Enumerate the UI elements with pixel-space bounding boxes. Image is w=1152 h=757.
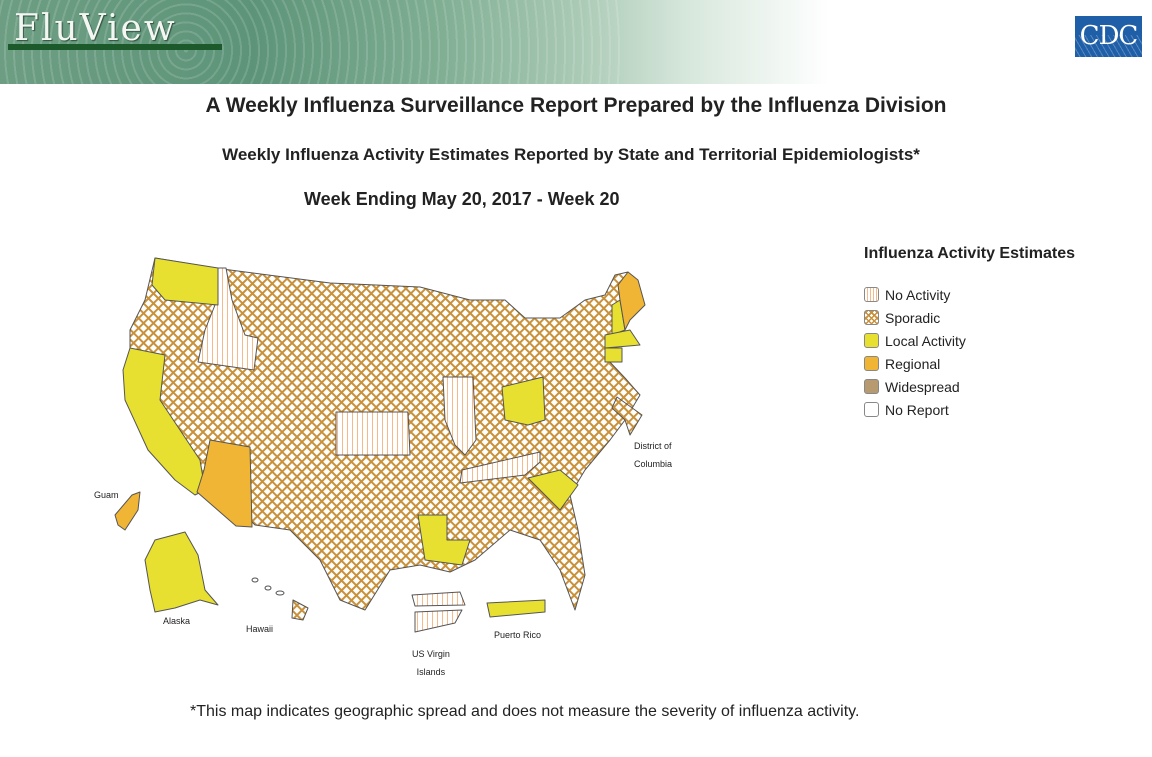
logo-underline xyxy=(8,44,222,50)
label-dc-line1: District of xyxy=(634,441,672,451)
legend-label: Local Activity xyxy=(885,332,966,349)
legend-label: Regional xyxy=(885,355,941,372)
state-idaho xyxy=(197,267,259,371)
legend: Influenza Activity Estimates No Activity… xyxy=(864,245,1075,421)
legend-item-no-report: No Report xyxy=(864,398,1075,421)
banner-texture xyxy=(0,0,620,84)
state-arizona xyxy=(196,439,253,528)
state-washington xyxy=(151,257,219,306)
label-guam: Guam xyxy=(94,490,119,500)
legend-label: Sporadic xyxy=(885,309,941,326)
label-hawaii: Hawaii xyxy=(246,624,274,634)
legend-title: Influenza Activity Estimates xyxy=(864,245,1076,262)
legend-item-sporadic: Sporadic xyxy=(864,306,1075,329)
hawaii-island xyxy=(275,590,285,596)
puerto-rico xyxy=(486,599,546,618)
week-label: Week Ending May 20, 2017 - Week 20 xyxy=(304,189,620,209)
footnote: *This map indicates geographic spread an… xyxy=(190,703,860,720)
state-kansas xyxy=(335,411,411,456)
local-activity-swatch xyxy=(864,333,879,348)
alaska xyxy=(144,531,219,613)
legend-item-widespread: Widespread xyxy=(864,375,1075,398)
usvi-stcroix xyxy=(414,609,463,633)
label-usvi-line1: US Virgin xyxy=(412,649,450,659)
guam xyxy=(114,491,141,531)
state-south-carolina xyxy=(527,469,579,511)
state-louisiana xyxy=(417,514,471,566)
legend-item-no-activity: No Activity xyxy=(864,283,1075,306)
state-connecticut xyxy=(604,347,623,363)
state-maine xyxy=(617,271,646,331)
regional-swatch xyxy=(864,356,879,371)
no-report-swatch xyxy=(864,402,879,417)
page-title: A Weekly Influenza Surveillance Report P… xyxy=(205,94,947,117)
fluview-logo: FluView xyxy=(14,8,177,49)
legend-item-local: Local Activity xyxy=(864,329,1075,352)
page-subtitle: Weekly Influenza Activity Estimates Repo… xyxy=(222,145,920,164)
label-dc-line2: Columbia xyxy=(634,459,673,469)
no-activity-swatch xyxy=(864,287,879,302)
hawaii xyxy=(291,599,309,621)
hawaii-island xyxy=(264,585,272,591)
label-puerto-rico: Puerto Rico xyxy=(494,630,542,640)
state-illinois xyxy=(442,376,477,456)
fluview-banner: FluView xyxy=(0,0,1152,84)
label-usvi: US Virgin Islands xyxy=(412,645,450,681)
label-usvi-line2: Islands xyxy=(416,667,446,677)
cdc-logo[interactable]: CDC xyxy=(1075,16,1142,57)
widespread-swatch xyxy=(864,379,879,394)
dc xyxy=(611,396,643,436)
label-dc: District of Columbia xyxy=(634,437,672,473)
legend-item-regional: Regional xyxy=(864,352,1075,375)
state-ohio xyxy=(501,376,546,426)
state-massachusetts xyxy=(604,329,641,349)
state-california xyxy=(122,347,206,496)
label-alaska: Alaska xyxy=(163,616,191,626)
state-tennessee xyxy=(459,451,541,484)
sporadic-swatch xyxy=(864,310,879,325)
legend-label: Widespread xyxy=(885,378,960,395)
legend-label: No Report xyxy=(885,401,949,418)
hawaii-island xyxy=(251,577,259,583)
usvi-stthomas xyxy=(411,591,466,607)
legend-label: No Activity xyxy=(885,286,951,303)
